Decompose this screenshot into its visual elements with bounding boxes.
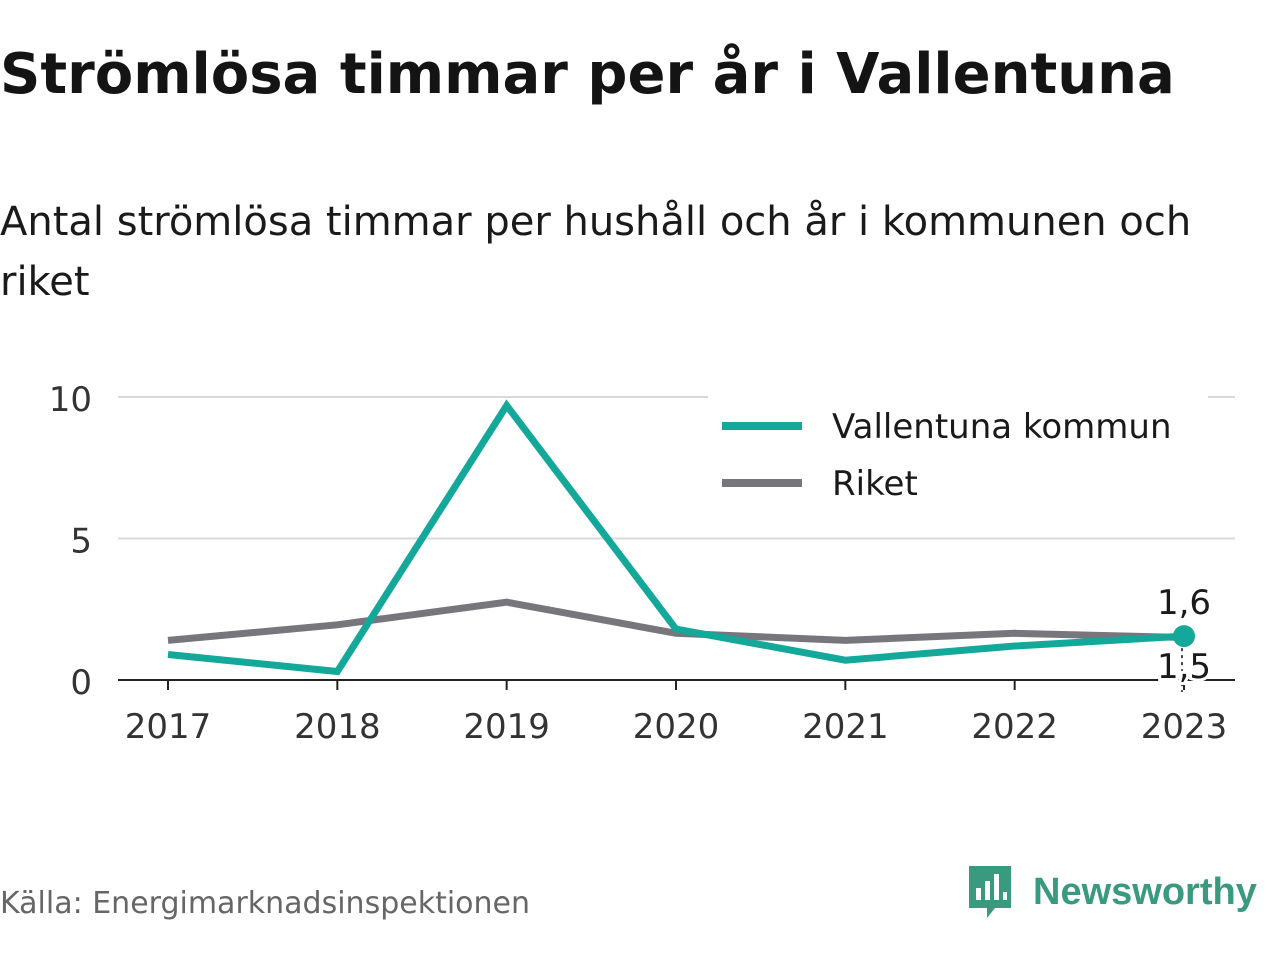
y-tick-label: 5 bbox=[70, 522, 92, 562]
legend-label: Vallentuna kommun bbox=[832, 407, 1172, 447]
source-note: Källa: Energimarknadsinspektionen bbox=[0, 886, 531, 921]
brand-name: Newsworthy bbox=[1033, 870, 1257, 913]
x-tick-label: 2022 bbox=[971, 707, 1058, 747]
x-tick-label: 2019 bbox=[463, 707, 550, 747]
legend-box bbox=[708, 392, 1208, 512]
series-line bbox=[167, 399, 1185, 676]
y-tick-label: 0 bbox=[70, 663, 92, 703]
x-tick-label: 2018 bbox=[294, 707, 381, 747]
x-tick-label: 2021 bbox=[802, 707, 889, 747]
chart-title: Strömlösa timmar per år i Vallentuna bbox=[0, 42, 1175, 107]
series-line bbox=[167, 598, 1185, 644]
y-tick-label: 10 bbox=[49, 380, 92, 420]
line-chart: 0 5 10 2017 2018 2019 2020 2021 2022 2023 Vallentu… bbox=[49, 380, 1235, 747]
legend-label: Riket bbox=[832, 464, 918, 504]
series-end-marker bbox=[1173, 625, 1195, 648]
data-label-vallentuna-2023: 1,6 bbox=[1157, 583, 1211, 623]
x-tick-label: 2020 bbox=[633, 707, 720, 747]
data-label-riket-2023: 1,5 bbox=[1157, 647, 1211, 687]
x-tick-label: 2023 bbox=[1141, 707, 1228, 747]
x-tick-label: 2017 bbox=[125, 707, 212, 747]
newsworthy-logo-icon bbox=[969, 866, 1011, 918]
chart-subtitle: Antal strömlösa timmar per hushåll och å… bbox=[0, 199, 1192, 305]
brand-logo: Newsworthy bbox=[965, 862, 1257, 922]
